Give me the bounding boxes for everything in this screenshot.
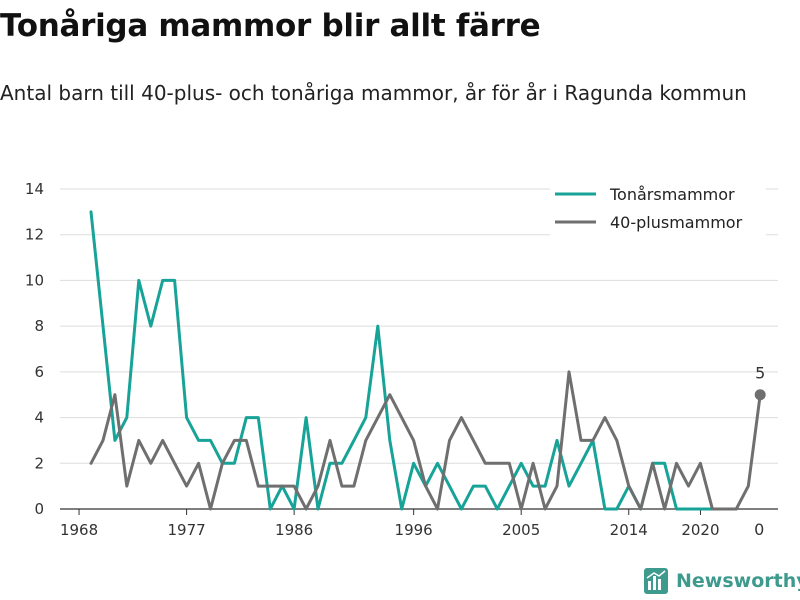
x-tick-label: 1968	[60, 521, 98, 539]
line-chart: 0 2 4 6 8 10 12 14 1968 1977 1986 1996 2005 2014 2020 5…	[25, 178, 778, 539]
y-tick-label: 4	[34, 409, 44, 427]
legend-background	[550, 178, 766, 240]
y-tick-label: 6	[34, 363, 44, 381]
x-tick-label: 1996	[395, 521, 433, 539]
x-tick-label: 2014	[610, 521, 648, 539]
x-tick-label: 1977	[168, 521, 206, 539]
last-value-secondary-label: 0	[754, 520, 764, 539]
y-tick-label: 2	[34, 454, 44, 472]
y-tick-label: 12	[25, 226, 44, 244]
legend-label-40-plusmammor: 40-plusmammor	[610, 213, 743, 232]
last-value-label: 5	[755, 364, 765, 383]
y-tick-label: 14	[25, 180, 44, 198]
x-tick-label: 1986	[275, 521, 313, 539]
y-tick-label: 10	[25, 271, 44, 289]
last-value-marker	[754, 389, 766, 401]
series-line-tonarsmammor	[89, 210, 738, 511]
series-line-40-plusmammor	[89, 370, 762, 511]
y-tick-label: 8	[34, 317, 44, 335]
chart-subtitle: Antal barn till 40-plus- och tonåriga ma…	[0, 81, 747, 105]
y-tick-label: 0	[34, 500, 44, 518]
brand-name: Newsworthy	[676, 570, 800, 592]
newsworthy-brand: Newsworthy	[644, 568, 800, 594]
x-tick-label: 2020	[681, 521, 719, 539]
legend-label-tonarsmammor: Tonårsmammor	[609, 185, 735, 204]
chart-title: Tonåriga mammor blir allt färre	[0, 8, 541, 44]
x-tick-label: 2005	[502, 521, 540, 539]
bar-chart-logo-icon	[644, 568, 668, 594]
